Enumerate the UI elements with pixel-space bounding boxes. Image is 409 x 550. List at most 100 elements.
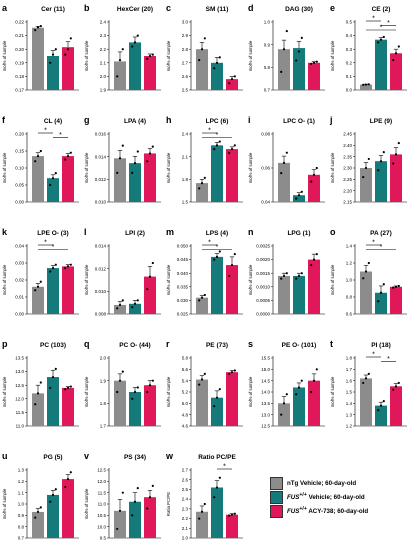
data-point (200, 182, 204, 185)
data-point (377, 169, 380, 172)
data-point (394, 385, 398, 388)
data-point (218, 56, 221, 59)
significance-star: * (387, 356, 390, 363)
panel-title: LPS (4) (206, 230, 228, 237)
panel-u: u PG (5) mol% of sample 0.7 0.8 0.9 1.0 1.1 1.2 1… (2, 451, 79, 541)
panel-h: h LPC (6) mol% of sample 1.5 1.8 2.1 2.4 * * (166, 115, 243, 205)
data-point (310, 180, 313, 183)
data-point (39, 24, 42, 28)
data-point (367, 372, 370, 375)
y-tick-label: 1.1 (18, 490, 25, 495)
y-axis-label: mol% of sample (84, 264, 89, 295)
panel-title: LPC O- (1) (283, 118, 315, 125)
data-point (312, 61, 316, 64)
data-point (297, 274, 301, 278)
y-tick-label: 0.9 (18, 513, 25, 518)
bar (47, 178, 59, 202)
data-point (285, 393, 288, 396)
data-point (233, 75, 236, 78)
panel-s: s PE O- (101) mol% of sample 12.5 13.0 13.5 14… (248, 339, 325, 429)
panel-letter: t (330, 339, 333, 349)
y-tick-label: 5.0 (182, 401, 189, 406)
data-point (151, 379, 154, 382)
y-tick-label: 0.05 (15, 183, 24, 188)
y-axis-label: mol% of sample (248, 152, 253, 183)
y-tick-label: 0.008 (95, 312, 107, 317)
data-point (64, 388, 67, 391)
data-point (362, 83, 365, 86)
panel-letter: v (84, 451, 89, 461)
y-axis-label: Ratio PC/PE (166, 492, 171, 516)
data-point (146, 287, 149, 291)
bar (226, 265, 238, 314)
bar (293, 275, 305, 314)
data-point (116, 75, 119, 78)
y-axis-label: mol% of sample (84, 152, 89, 183)
data-point (364, 83, 368, 86)
bar (278, 162, 290, 202)
data-point (310, 62, 313, 66)
panel-letter: i (248, 115, 251, 125)
y-tick-label: 12.0 (15, 396, 24, 401)
data-point (116, 307, 119, 310)
significance-star: * (380, 25, 383, 32)
data-point (362, 277, 365, 280)
data-point (282, 274, 286, 278)
data-point (285, 272, 288, 275)
data-point (200, 510, 204, 513)
bar (196, 297, 208, 314)
panel-k: k LPE O- (3) mol% of sample 0.00 0.01 0.02 0.0… (2, 227, 79, 317)
data-point (228, 82, 231, 85)
significance-star: * (208, 240, 211, 247)
panel-a: a Cer (11) mol% of sample 0.17 0.18 0.19 0.20 0… (2, 3, 79, 93)
y-axis-label: mol% of sample (166, 264, 171, 295)
data-point (300, 379, 303, 382)
panel-title: DAG (30) (285, 6, 313, 13)
data-point (51, 493, 55, 497)
data-point (379, 404, 383, 407)
y-tick-label: 11.0 (16, 424, 25, 429)
data-point (392, 162, 395, 165)
y-tick-label: 0.010 (95, 200, 107, 205)
bar (196, 511, 208, 538)
data-point (213, 67, 216, 70)
y-tick-label: 0.8 (18, 524, 25, 529)
data-point (300, 36, 303, 39)
bar (226, 79, 238, 90)
panel-t: t PI (18) mol% of sample 1.2 1.3 1.4 1.5 1.6 1.7… (330, 339, 407, 429)
data-point (382, 399, 385, 403)
panel-m: m LPS (4) mol% of sample 0.025 0.030 0.035 0.0… (166, 227, 243, 317)
y-tick-label: 0.8 (346, 295, 353, 300)
data-point (285, 151, 288, 154)
y-tick-label: 1.2 (18, 479, 25, 484)
bar (226, 514, 238, 538)
y-tick-label: 12.0 (97, 479, 106, 484)
data-point (34, 160, 37, 163)
panel-title: Cer (11) (41, 6, 65, 13)
bar (144, 56, 156, 90)
bar (293, 48, 305, 90)
y-axis-label: mol% of sample (2, 40, 7, 71)
y-tick-label: 0.0010 (256, 284, 270, 289)
data-point (213, 405, 216, 408)
panel-title: PG (5) (43, 454, 62, 461)
bar (211, 256, 223, 314)
data-point (315, 368, 318, 371)
significance-star: * (52, 244, 55, 251)
significance-star: * (216, 132, 219, 139)
legend-item-fus-acy738: FUS+/+ ACY-738; 60-day-old (270, 504, 406, 518)
panel-e: e CE (2) mol% of sample 0.0 0.1 0.2 0.3 0.4 0.5 *… (330, 3, 407, 93)
data-point (310, 263, 313, 267)
panel-letter: d (248, 3, 254, 13)
data-point (218, 476, 221, 479)
y-tick-label: 1.0 (18, 502, 25, 507)
data-point (367, 157, 370, 161)
y-tick-label: 14.0 (261, 390, 270, 395)
y-tick-label: 2.4 (182, 497, 189, 502)
y-axis-label: mol% of sample (330, 152, 335, 183)
data-point (146, 57, 149, 60)
y-tick-label: 0.7 (18, 536, 25, 541)
data-point (282, 48, 286, 51)
y-tick-label: 4.8 (182, 412, 189, 417)
data-point (203, 372, 206, 375)
